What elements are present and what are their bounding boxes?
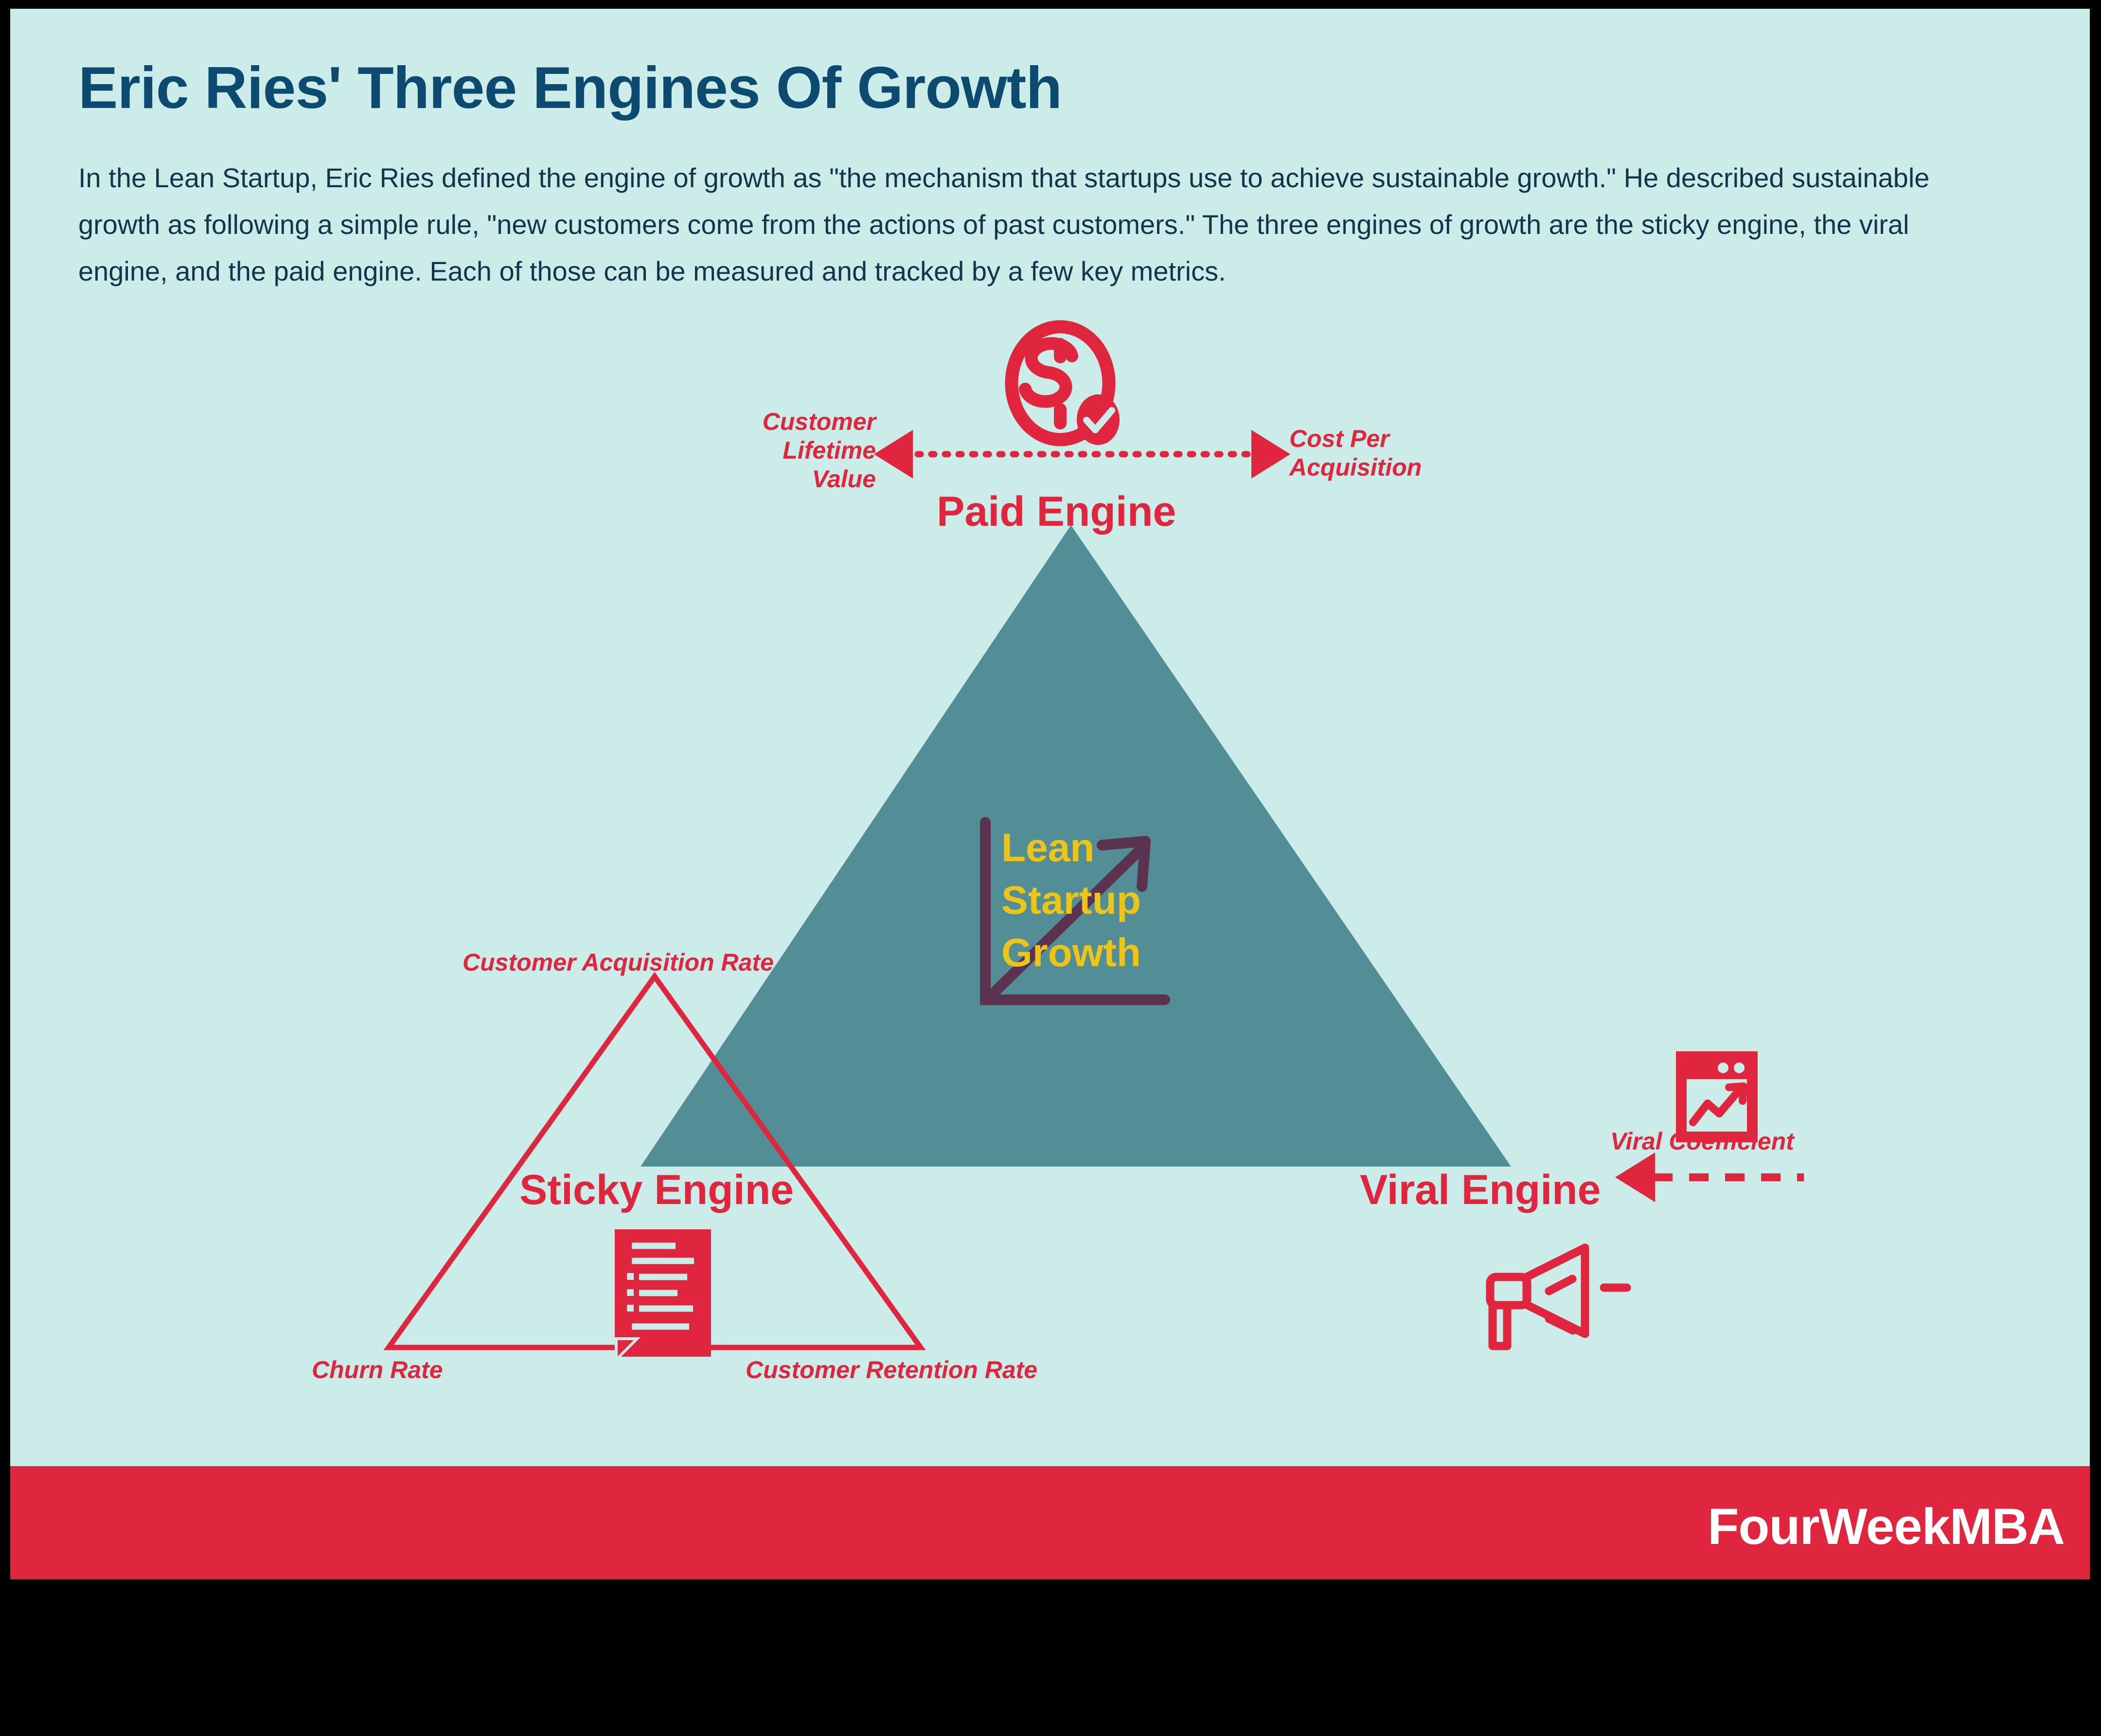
viral-arrow-head-left xyxy=(1615,1152,1655,1202)
metric-label-viral-coefficient: Viral Coefficient xyxy=(1610,1128,1794,1155)
paid-engine-triangle xyxy=(641,525,1511,1167)
engine-title-paid: Paid Engine xyxy=(937,488,1176,535)
metric-label-customer-lifetime-value: Customer Lifetime Value xyxy=(762,408,876,493)
check-badge-icon xyxy=(1077,394,1120,445)
metric-label-customer-acquisition-rate: Customer Acquisition Rate xyxy=(463,949,774,976)
infographic-canvas: Eric Ries' Three Engines Of Growth In th… xyxy=(10,9,2090,1579)
viral-coefficient-arrow-layer xyxy=(1615,1152,1804,1202)
engine-title-sticky: Sticky Engine xyxy=(519,1167,794,1213)
footer-brand-logo: FourWeekMBA xyxy=(1708,1498,2065,1555)
paid-engine-arrow-layer xyxy=(874,430,1290,478)
footer-bar xyxy=(10,1466,2090,1579)
dollar-circle-check-icon xyxy=(1005,320,1120,446)
intro-paragraph: In the Lean Startup, Eric Ries defined t… xyxy=(78,162,1930,286)
engine-title-viral: Viral Engine xyxy=(1360,1167,1601,1213)
chart-axes xyxy=(980,817,1170,1005)
megaphone-icon xyxy=(1486,1243,1631,1350)
metric-label-customer-retention-rate: Customer Retention Rate xyxy=(746,1356,1038,1383)
page-title: Eric Ries' Three Engines Of Growth xyxy=(78,54,1062,121)
lean-startup-growth-label: Lean Startup Growth xyxy=(1001,826,1141,975)
paid-arrow-head-left xyxy=(874,430,913,478)
metric-label-cost-per-acquisition: Cost Per Acquisition xyxy=(1289,425,1422,481)
growth-triangle-layer xyxy=(641,525,1511,1167)
growth-arrow-head xyxy=(1097,836,1151,892)
dollar-circle-icon xyxy=(1005,320,1116,446)
chart-window-icon xyxy=(1676,1051,1758,1142)
document-list-icon xyxy=(615,1229,711,1363)
growth-arrow-line xyxy=(986,841,1149,1000)
paid-arrow-head-right xyxy=(1251,430,1290,478)
growth-chart-icon xyxy=(980,817,1170,1005)
three-engines-diagram: Customer Lifetime Value Cost Per Acquisi… xyxy=(10,9,2090,1579)
metric-label-churn-rate: Churn Rate xyxy=(312,1356,443,1383)
